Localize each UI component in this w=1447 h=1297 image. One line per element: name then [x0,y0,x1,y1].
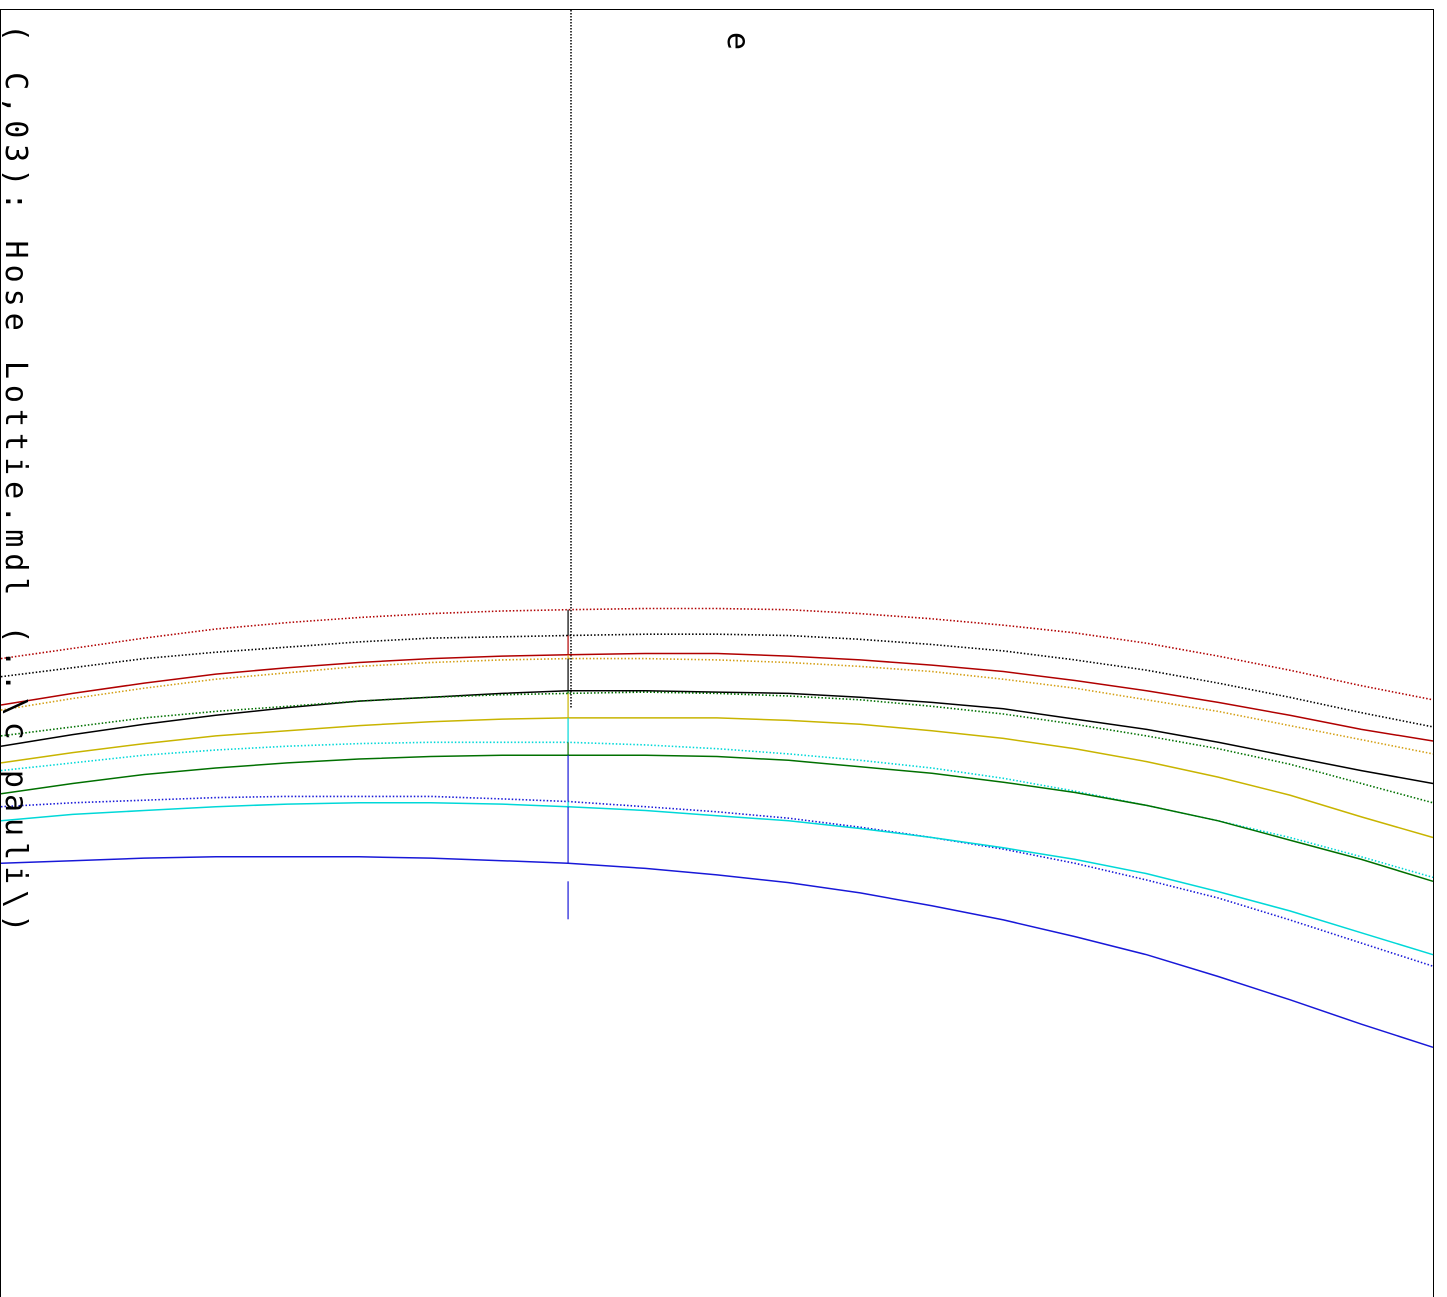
series-line-3 [0,652,1434,742]
series-line-10 [0,795,1434,967]
series-line-2 [0,633,1434,728]
series-line-1 [0,607,1434,701]
plot-frame [0,9,1434,1297]
series-line-5 [0,690,1434,785]
series-line-6 [0,691,1434,804]
series-line-9 [0,754,1434,883]
chart-title: ( C,03): Hose Lottie.mdl (..\c_pauli\) [0,24,33,938]
series-line-11 [0,802,1434,956]
fragment-label: e [720,32,755,50]
series-layer [0,607,1434,1049]
series-line-12 [0,856,1434,1049]
series-line-4 [0,657,1434,755]
series-line-7 [0,717,1434,839]
